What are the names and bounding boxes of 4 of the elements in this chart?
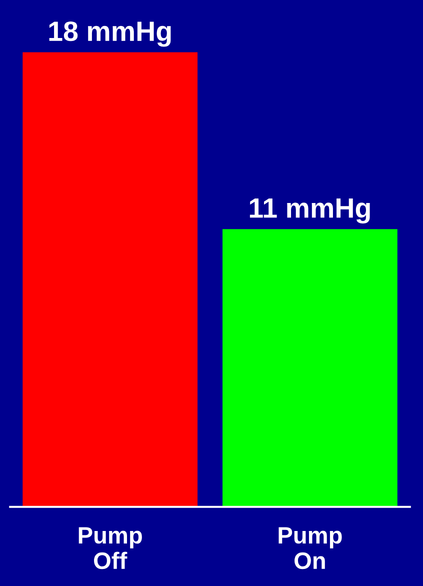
x-tick-label: Pump On: [278, 527, 342, 570]
data-label: 11 mmHg: [250, 198, 370, 224]
data-label: 18 mmHg: [49, 21, 171, 47]
x-tick-label: Pump Off: [78, 527, 142, 570]
